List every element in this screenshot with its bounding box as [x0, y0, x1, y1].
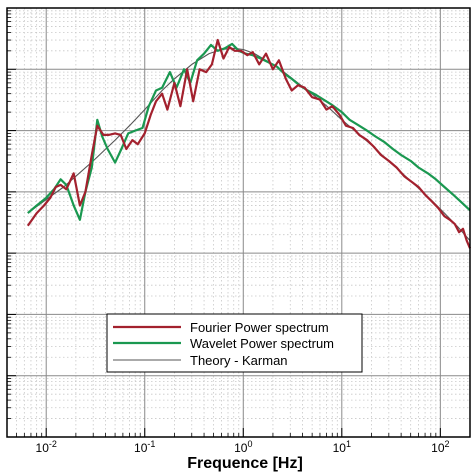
minor-grid [6, 8, 471, 437]
x-tick-label: 101 [333, 439, 351, 455]
x-tick-label: 10-1 [134, 439, 155, 455]
x-tick-label: 100 [234, 439, 252, 455]
x-axis-label: Frequence [Hz] [187, 455, 303, 472]
series-line-1 [27, 42, 471, 221]
legend-label-theory: Theory - Karman [190, 353, 288, 368]
x-tick-label: 10-2 [36, 439, 57, 455]
legend-label-fourier: Fourier Power spectrum [190, 320, 329, 335]
x-tick-labels: 10-2 10-1 100 101 102 [36, 439, 450, 455]
series-layer [26, 38, 472, 249]
x-tick-label: 102 [431, 439, 449, 455]
series-line-0 [26, 38, 472, 249]
legend-label-wavelet: Wavelet Power spectrum [190, 336, 334, 351]
axis-ticks [6, 7, 471, 438]
legend: Fourier Power spectrum Wavelet Power spe… [106, 313, 363, 373]
